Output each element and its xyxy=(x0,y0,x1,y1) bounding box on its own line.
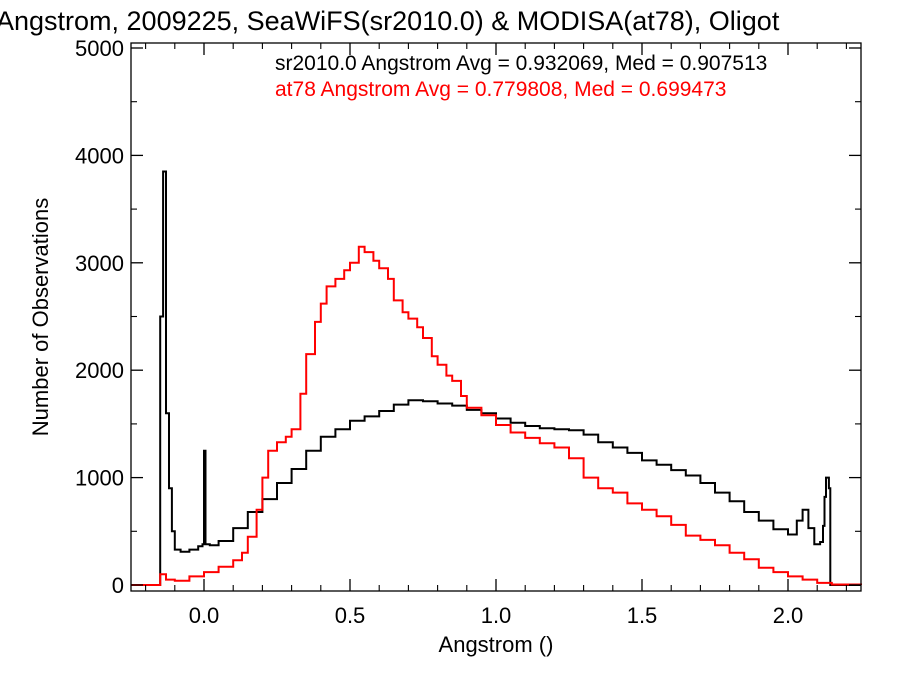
x-tick-label: 1.0 xyxy=(481,603,512,628)
axis-ticks: 0.0 0.5 1.0 1.5 2.0 0 1000 2000 3000 4000 5000 xyxy=(75,36,861,628)
legend-entry-at78: at78 Angstrom Avg = 0.779808, Med = 0.69… xyxy=(275,78,726,101)
plot-area xyxy=(131,170,862,586)
x-tick-label: 1.5 xyxy=(627,603,658,628)
x-tick-label: 0.0 xyxy=(189,603,220,628)
y-tick-label: 2000 xyxy=(75,358,124,383)
y-tick-label: 4000 xyxy=(75,143,124,168)
y-tick-label: 1000 xyxy=(75,466,124,491)
plot-frame xyxy=(130,42,862,592)
x-tick-label: 2.0 xyxy=(773,603,804,628)
legend-entry-sr2010: sr2010.0 Angstrom Avg = 0.932069, Med = … xyxy=(275,52,767,75)
series-line-sr2010-0 xyxy=(131,170,861,586)
series-line-at78 xyxy=(131,245,862,586)
y-tick-label: 3000 xyxy=(75,251,124,276)
y-tick-label: 5000 xyxy=(75,36,124,61)
y-axis-label: Number of Observations xyxy=(28,198,53,436)
x-tick-label: 0.5 xyxy=(335,603,366,628)
x-axis-label: Angstrom () xyxy=(439,632,554,657)
chart-title: Angstrom, 2009225, SeaWiFS(sr2010.0) & M… xyxy=(0,6,780,36)
y-tick-label: 0 xyxy=(112,573,124,598)
